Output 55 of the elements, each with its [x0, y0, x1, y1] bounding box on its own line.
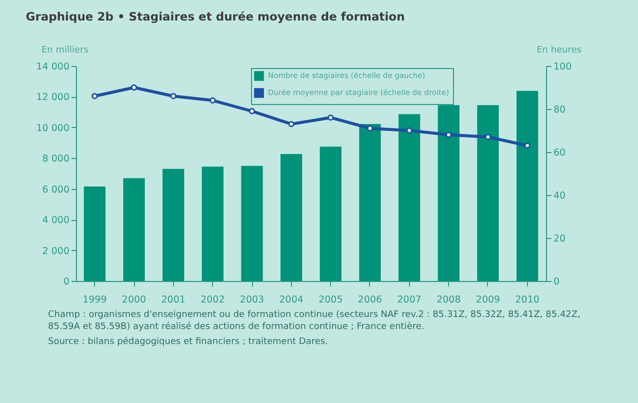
y-tick-label: 6 000 — [42, 184, 70, 196]
y-tick-label: 4 000 — [42, 215, 70, 226]
point — [248, 108, 256, 114]
point — [406, 127, 412, 134]
bar — [516, 90, 538, 281]
point — [170, 93, 176, 100]
bar — [398, 114, 420, 281]
point — [484, 134, 492, 140]
bar — [241, 166, 263, 281]
bar — [280, 154, 302, 281]
y-tick-label: 2 000 — [42, 246, 70, 257]
bar — [359, 124, 381, 281]
x-tick-label: 2007 — [397, 294, 422, 306]
x-tick-label: 2008 — [436, 294, 461, 306]
point — [524, 142, 530, 149]
point — [288, 120, 294, 128]
text: Champ : organismes d'enseignement ou de formation continue (secteurs NAF rev.2 : 85.31Z, 85.32Z, 85.41Z, 85.42Z, 85.59A et 85.59B) ayant réalisé des actions de formation continue ; France entière. — [48, 309, 582, 334]
chart-title: Graphique 2b • Stagiaires et durée moyenne de formation — [26, 10, 405, 24]
x-tick-label: 2001 — [161, 294, 186, 306]
point — [366, 125, 374, 132]
y-tick-label: 10 000 — [36, 122, 70, 134]
source-note: Source : bilans pédagogiques et financiers ; traitement Dares. — [48, 336, 329, 348]
point — [446, 132, 452, 138]
y2-tick-label: 60 — [554, 148, 566, 158]
x-tick-label: 2003 — [240, 294, 264, 306]
x-tick-label: 2005 — [318, 294, 343, 306]
bar — [438, 105, 460, 281]
y-axis-title: En milliers — [42, 46, 89, 56]
point — [210, 97, 216, 104]
x-tick-label: 2010 — [515, 294, 540, 306]
y2-tick-label: 80 — [554, 104, 566, 116]
x-tick-label: 2009 — [476, 294, 500, 306]
y-tick-label: 0 — [63, 276, 70, 288]
y2-tick-label: 100 — [554, 62, 572, 72]
x-tick-label: 1999 — [82, 294, 107, 306]
bar — [162, 168, 184, 281]
y2-tick-label: 0 — [554, 276, 560, 288]
y-tick-label: 8 000 — [42, 154, 70, 165]
x-tick-label: 2004 — [279, 294, 304, 306]
point — [92, 93, 98, 100]
x-tick-label: 2006 — [358, 294, 382, 306]
y2-tick-label: 20 — [554, 234, 566, 244]
bar — [84, 186, 106, 281]
bar — [477, 105, 499, 281]
x-tick-label: 2000 — [122, 294, 146, 306]
bar — [202, 166, 224, 281]
point — [130, 84, 138, 91]
y2-axis-title: En heures — [536, 46, 582, 56]
bar — [320, 146, 342, 281]
y2-tick-label: 40 — [554, 190, 566, 202]
bar — [123, 178, 145, 281]
x-tick-label: 2002 — [200, 294, 225, 306]
point — [328, 114, 334, 121]
y-tick-label: 12 000 — [36, 92, 70, 104]
y-tick-label: 14 000 — [36, 62, 70, 72]
